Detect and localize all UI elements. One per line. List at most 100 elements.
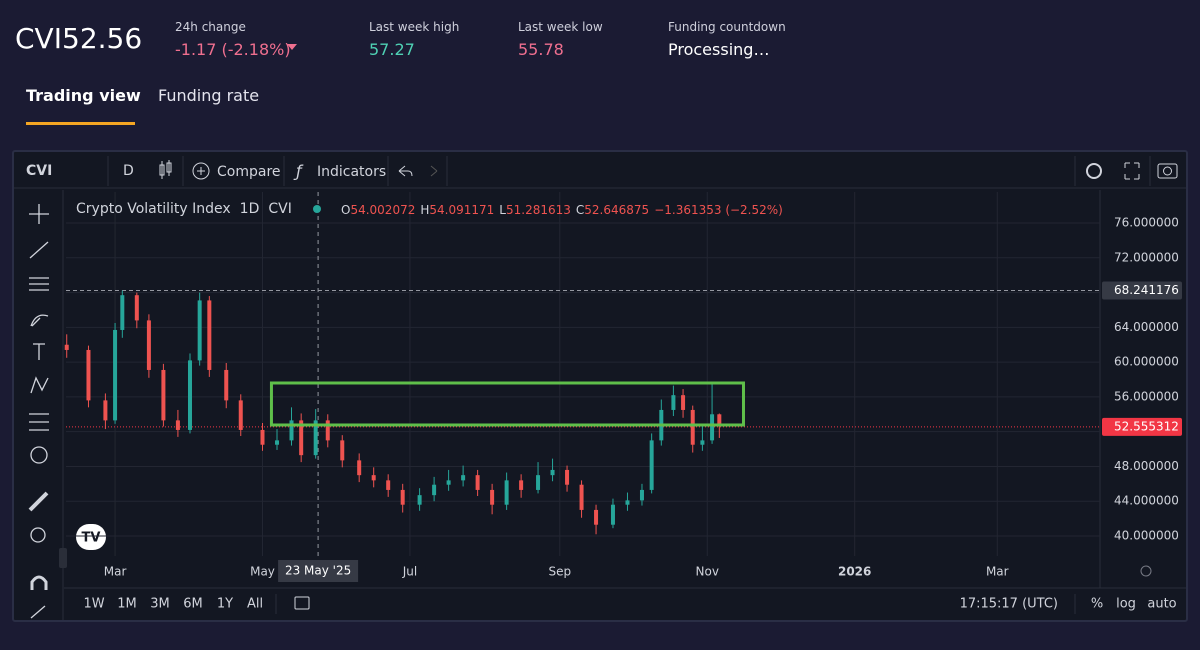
range-button[interactable]: 6M xyxy=(183,597,203,612)
axis-settings-icon[interactable] xyxy=(1140,565,1152,577)
candle-body xyxy=(490,489,495,505)
toolbar-interval[interactable]: D xyxy=(123,163,134,179)
candle-body xyxy=(299,420,304,456)
zoom-tool[interactable] xyxy=(30,527,46,543)
candle-body xyxy=(461,475,466,481)
candle-body xyxy=(325,420,330,441)
scale-option[interactable]: log xyxy=(1116,597,1136,612)
spacer: CVI xyxy=(268,201,291,217)
candle-body xyxy=(446,480,451,485)
prediction-tool[interactable] xyxy=(29,413,49,431)
y-tick-label: 76.000000 xyxy=(1114,216,1179,230)
toolbar-symbol[interactable]: CVI xyxy=(26,163,52,179)
legend: Crypto Volatility Index 1D CVI xyxy=(76,201,292,217)
ohlc-value: 51.281613 xyxy=(506,203,571,217)
range-button[interactable]: 1Y xyxy=(217,597,233,612)
candle-body xyxy=(475,475,480,490)
fib-tool[interactable] xyxy=(29,277,49,291)
x-tick-label: May xyxy=(250,565,275,579)
candle-body xyxy=(432,484,437,496)
range-button[interactable]: 3M xyxy=(150,597,170,612)
candle-body xyxy=(386,480,391,490)
compare-button[interactable]: Compare xyxy=(217,164,281,180)
icon-tool[interactable] xyxy=(30,446,48,464)
candle-body xyxy=(565,469,570,485)
compare-icon[interactable] xyxy=(192,162,210,180)
candle-body xyxy=(120,295,125,330)
stat-label: Last week low xyxy=(518,20,603,34)
logo: TV xyxy=(76,524,106,550)
candle-body xyxy=(417,495,422,505)
candle-body xyxy=(504,480,509,505)
text-tool[interactable] xyxy=(33,343,45,360)
price: 52.56 xyxy=(62,22,143,55)
stat-label: Last week high xyxy=(369,20,460,34)
candle-body xyxy=(579,484,584,510)
measure-tool[interactable] xyxy=(28,491,49,512)
pattern-tool[interactable] xyxy=(30,376,49,394)
stat-label: 24h change xyxy=(175,20,246,34)
screenshot-icon[interactable] xyxy=(1157,163,1178,179)
price-label: 52.555312 xyxy=(1114,419,1179,433)
clock: 17:15:17 (UTC) xyxy=(960,597,1058,612)
candle-body xyxy=(224,369,229,401)
candle-body xyxy=(275,440,280,445)
candle-body xyxy=(175,420,180,430)
indicators-button[interactable]: Indicators xyxy=(317,164,386,180)
stat-label: Funding countdown xyxy=(668,20,786,34)
legend-change: −1.361353 (−2.52%) xyxy=(654,203,783,217)
candle-body xyxy=(536,475,541,490)
ohlc-value: 52.646875 xyxy=(584,203,649,217)
brush-tool[interactable] xyxy=(30,314,49,327)
tab[interactable]: Trading view xyxy=(26,86,141,105)
settings-icon[interactable] xyxy=(1086,163,1102,179)
y-tick-label: 48.000000 xyxy=(1114,459,1179,473)
candle-body xyxy=(289,420,294,441)
range-button[interactable]: 1M xyxy=(117,597,137,612)
candle-body xyxy=(594,509,599,525)
scale-option[interactable]: auto xyxy=(1147,597,1176,612)
down-arrow-icon xyxy=(287,44,297,50)
candle-body xyxy=(357,460,362,476)
spacer: 1D xyxy=(240,201,260,217)
candle-body xyxy=(700,440,705,445)
date-range-icon[interactable] xyxy=(294,596,310,610)
candle-body xyxy=(671,395,676,410)
stat-value: Processing… xyxy=(668,40,770,59)
crosshair-tool[interactable] xyxy=(29,204,49,224)
plot-layer: 40.00000044.00000048.00000052.00000056.0… xyxy=(64,192,1182,582)
ohlc-label: O xyxy=(341,203,350,217)
x-tick-label: 2026 xyxy=(838,565,871,579)
candle-body xyxy=(625,500,630,505)
candle-body xyxy=(519,480,524,490)
magnet-tool[interactable] xyxy=(30,575,48,590)
undo-icon[interactable] xyxy=(398,165,413,177)
candle-body xyxy=(610,504,615,525)
range-button[interactable]: All xyxy=(247,597,263,612)
candle-body xyxy=(371,475,376,481)
pencil-tool[interactable] xyxy=(30,605,46,619)
crosshair-label-bg xyxy=(278,560,359,582)
candle-body xyxy=(550,469,555,476)
symbol: CVI xyxy=(15,22,62,55)
fullscreen-icon[interactable] xyxy=(1124,162,1140,180)
candle-body xyxy=(86,349,91,401)
redo-icon[interactable] xyxy=(430,165,438,177)
ohlc-value: 54.091171 xyxy=(429,203,494,217)
crosshair-label: 23 May '25 xyxy=(285,564,351,578)
candles-icon[interactable] xyxy=(159,160,172,179)
range-button[interactable]: 1W xyxy=(83,597,104,612)
y-tick-label: 40.000000 xyxy=(1114,529,1179,543)
indicators-icon[interactable]: ƒ xyxy=(293,162,304,181)
trendline-tool[interactable] xyxy=(29,241,49,259)
legend-exchange: CVI xyxy=(268,201,291,217)
legend-ohlc: O54.002072 H54.091171 L51.281613 C52.646875… xyxy=(341,203,783,217)
candle-body xyxy=(197,300,202,361)
price-label-bg xyxy=(1102,417,1182,436)
stat-value: 57.27 xyxy=(369,40,415,59)
y-tick-label: 72.000000 xyxy=(1114,250,1179,264)
scale-option[interactable]: % xyxy=(1091,597,1103,612)
tab[interactable]: Funding rate xyxy=(158,86,260,105)
collapse-button[interactable] xyxy=(59,548,67,568)
price-label-bg xyxy=(1102,281,1182,300)
